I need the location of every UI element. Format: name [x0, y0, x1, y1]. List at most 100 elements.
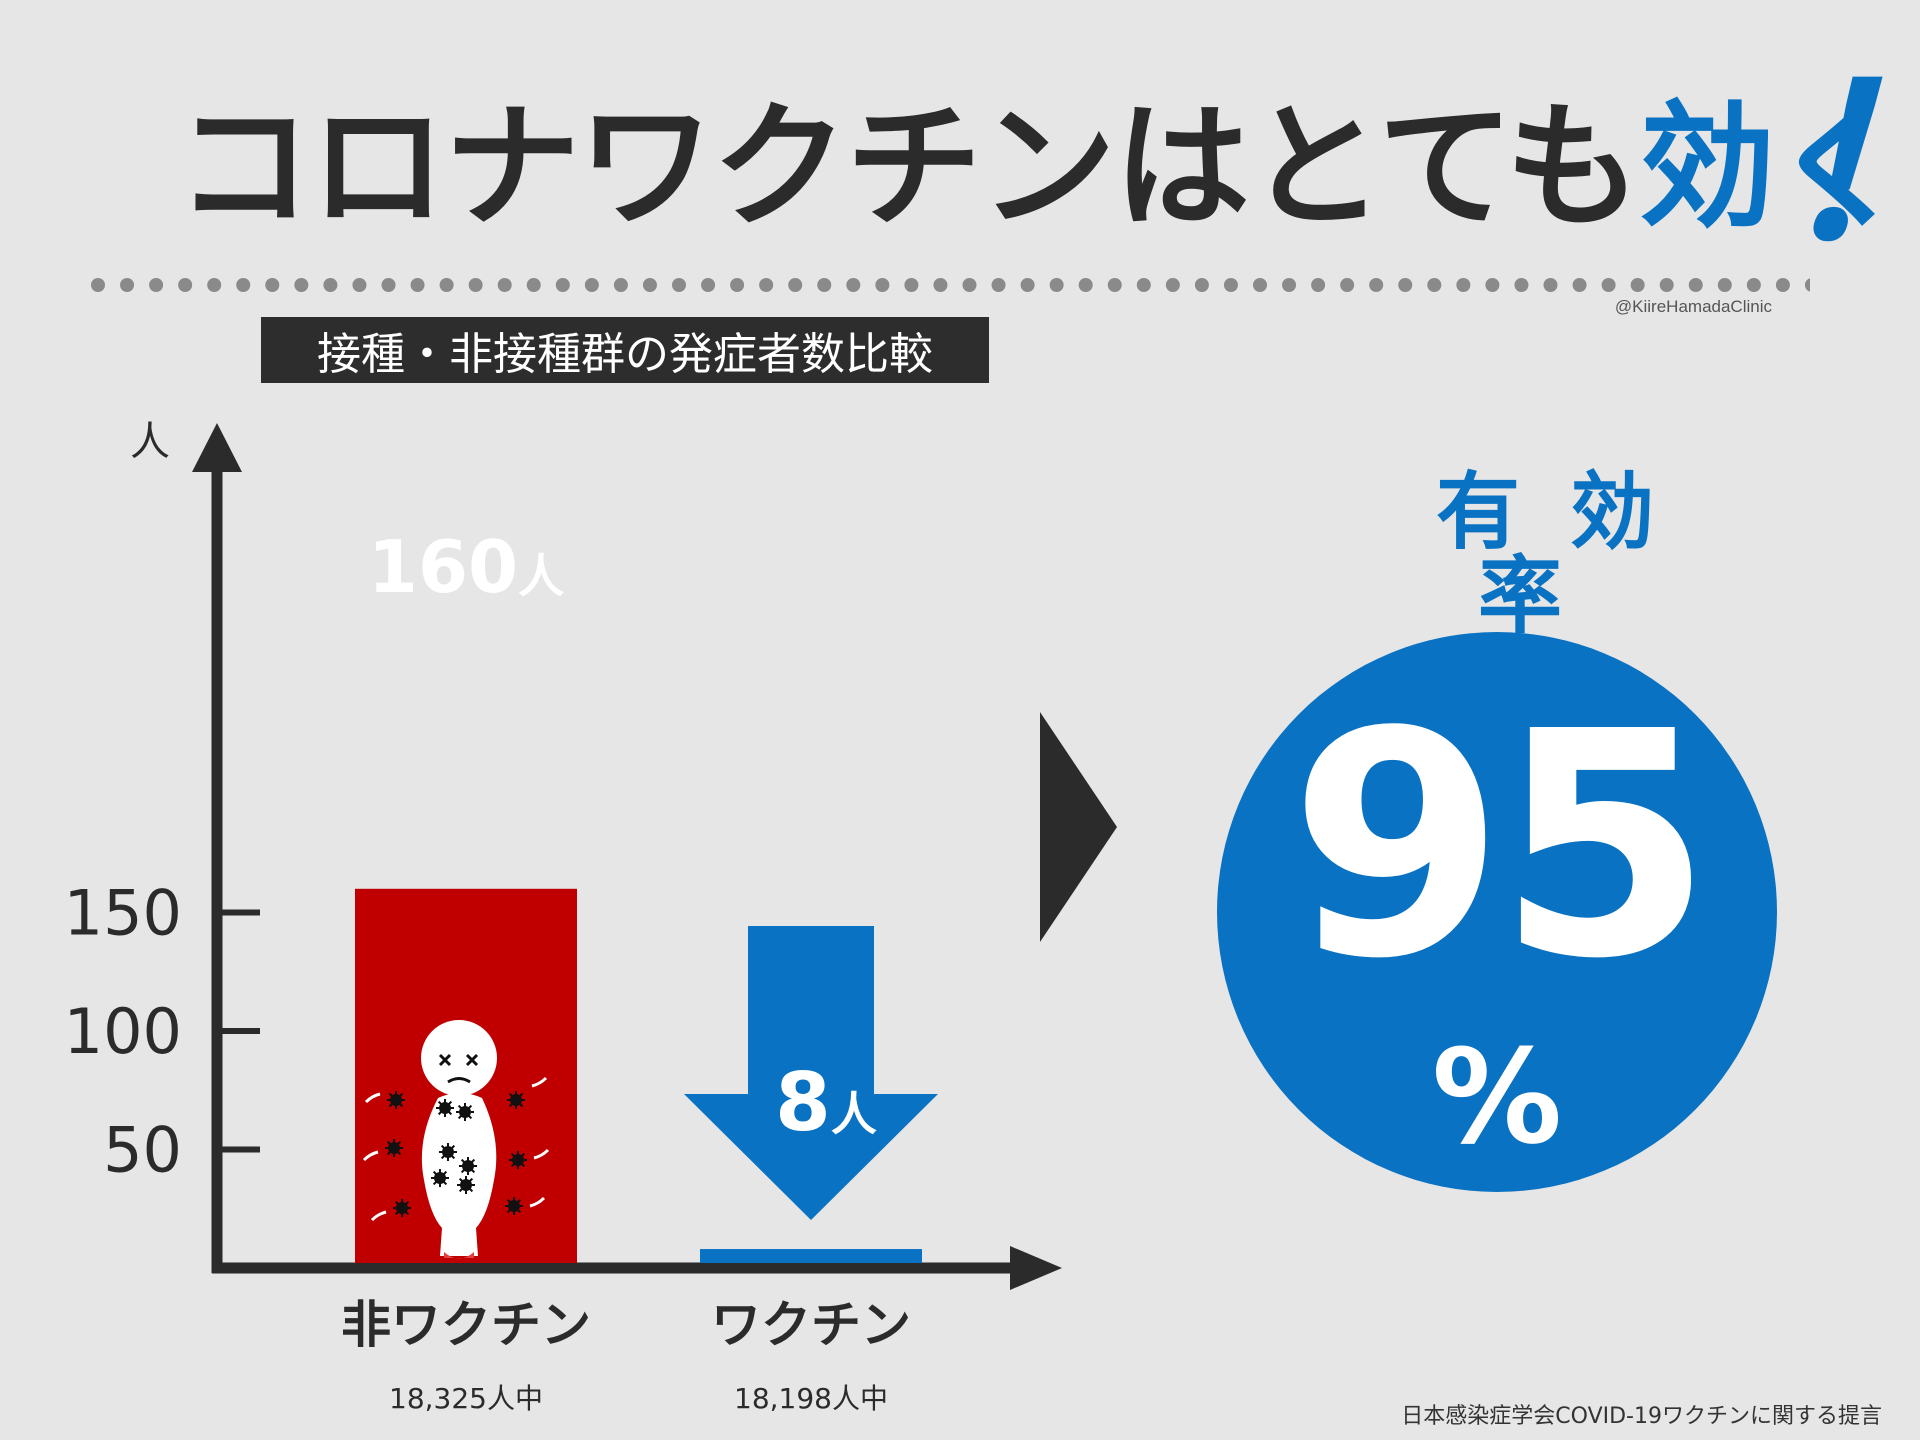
virus-core: [462, 1160, 474, 1172]
divider-dot: [178, 278, 193, 292]
divider-dot: [1223, 278, 1238, 292]
divider-dot: [1398, 278, 1413, 292]
virus-core: [439, 1102, 451, 1114]
divider-dot: [1427, 278, 1442, 292]
divider-dot: [701, 278, 716, 292]
efficacy-label: 有効率: [1435, 463, 1704, 645]
virus-icon: [393, 1199, 411, 1217]
efficacy-unit: %: [1431, 1021, 1563, 1173]
divider-dot: [294, 278, 309, 292]
virus-core: [396, 1202, 408, 1214]
divider-dot: [1717, 278, 1732, 292]
divider-dot: [410, 278, 425, 292]
data-label-unvaccinated: 160人: [368, 525, 564, 609]
virus-core: [390, 1094, 402, 1106]
divider-dot: [526, 278, 541, 292]
chart-axes: 人 50 100 150: [64, 419, 1062, 1290]
efficacy-value: 95: [1289, 666, 1712, 1027]
divider-dot: [730, 278, 745, 292]
divider-dot: [1253, 278, 1267, 292]
virus-icon: [385, 1139, 403, 1157]
divider-dot: [91, 278, 105, 292]
credit-text: @KiireHamadaClinic: [1614, 297, 1772, 316]
category-label: 非ワクチン: [341, 1296, 591, 1354]
chart-subtitle: 接種・非接種群の発症者数比較: [261, 317, 989, 383]
title-main: コロナワクチンはとても: [176, 89, 1641, 247]
motion-line: [529, 1196, 546, 1208]
divider-dot: [236, 278, 251, 292]
sample-size-label: 18,198人中: [734, 1382, 888, 1415]
virus-icon: [456, 1103, 474, 1121]
divider-dot: [672, 278, 686, 292]
x-axis-arrow: [1010, 1246, 1062, 1290]
virus-icon: [505, 1197, 523, 1215]
divider-dot: [120, 278, 135, 292]
divider-dot: [1165, 278, 1180, 292]
y-axis-unit: 人: [130, 419, 170, 465]
virus-core: [508, 1200, 520, 1212]
sick-person-illustration: [362, 1020, 550, 1259]
divider-dot: [1775, 278, 1790, 292]
virus-core: [442, 1146, 454, 1158]
divider-dot: [1601, 278, 1616, 292]
divider-dot: [1572, 278, 1587, 292]
divider-dot: [962, 278, 977, 292]
divider-dot: [846, 278, 861, 292]
divider-dot: [1340, 278, 1355, 292]
divider-dot: [1456, 278, 1471, 292]
divider-dot: [1136, 278, 1151, 292]
divider-dot: [1049, 278, 1064, 292]
motion-line: [533, 1148, 550, 1160]
virus-icon: [507, 1091, 525, 1109]
virus-icon: [431, 1169, 449, 1187]
category-label: ワクチン: [711, 1296, 911, 1354]
right-triangle-icon: [1040, 712, 1117, 942]
virus-core: [460, 1179, 472, 1191]
divider-dot: [381, 278, 396, 292]
title-highlight: 効く: [1639, 89, 1909, 247]
sample-size-label: 18,325人中: [389, 1382, 543, 1415]
divider-dot: [642, 278, 657, 292]
figure-head: [421, 1020, 497, 1096]
motion-line: [362, 1150, 379, 1162]
virus-icon: [439, 1143, 457, 1161]
virus-core: [388, 1142, 400, 1154]
virus-icon: [457, 1176, 475, 1194]
divider-dot: [1543, 278, 1558, 292]
motion-line: [531, 1076, 548, 1088]
virus-icon: [509, 1151, 527, 1169]
divider-dot: [1078, 278, 1093, 292]
y-axis-arrow: [192, 423, 242, 472]
virus-core: [434, 1172, 446, 1184]
divider-dot: [1804, 278, 1810, 292]
mouth: [447, 1077, 471, 1084]
divider-dot: [265, 278, 280, 292]
title-exclamation: ！: [1775, 60, 1920, 270]
motion-line: [364, 1092, 381, 1104]
divider-dot: [149, 278, 164, 292]
divider-dot: [904, 278, 919, 292]
down-arrow-shape: [684, 926, 938, 1220]
divider-dot: [352, 278, 367, 292]
divider-dot: [1659, 278, 1674, 292]
eye-x: [465, 1053, 479, 1067]
divider-dot: [555, 278, 570, 292]
virus-icon: [436, 1099, 454, 1117]
divider-dot: [497, 278, 512, 292]
divider-dot: [1282, 278, 1297, 292]
y-tick-label: 50: [103, 1114, 182, 1187]
divider-dot: [991, 278, 1006, 292]
motion-line: [370, 1210, 387, 1222]
divider-dot: [439, 278, 454, 292]
eye-x: [438, 1053, 452, 1067]
divider-dot: [323, 278, 338, 292]
virus-icon: [459, 1157, 477, 1175]
divider-dot: [584, 278, 599, 292]
virus-core: [510, 1094, 522, 1106]
divider-dot: [1020, 278, 1035, 292]
y-tick-label: 100: [64, 995, 182, 1068]
divider-dot: [1311, 278, 1326, 292]
efficacy-circle: 95 %: [1217, 632, 1777, 1192]
divider-dot: [1746, 278, 1761, 292]
